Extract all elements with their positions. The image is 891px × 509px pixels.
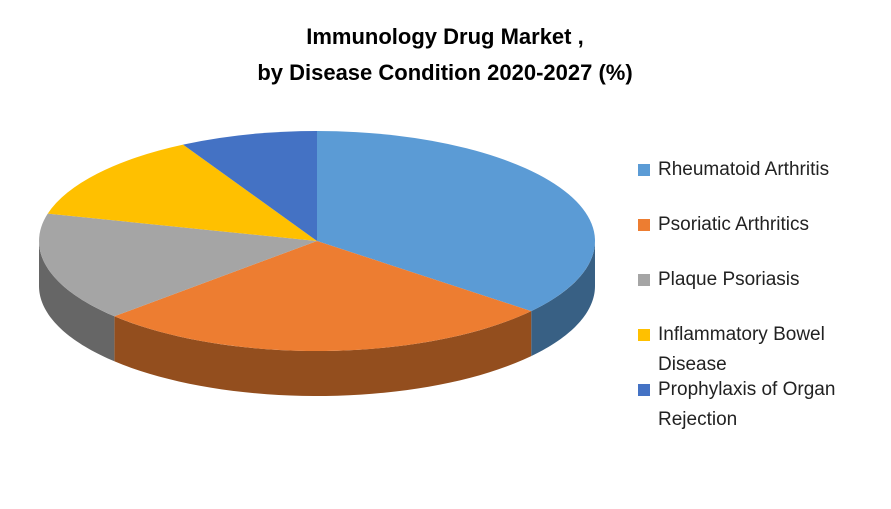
legend-label: Prophylaxis of Organ Rejection (658, 379, 836, 430)
pie-slice (183, 131, 317, 241)
legend-swatch (638, 219, 650, 231)
legend-swatch (638, 384, 650, 396)
legend-label: Plaque Psoriasis (658, 269, 800, 290)
chart-title: by Disease Condition 2020-2027 (%) (257, 60, 632, 85)
legend-label: Rheumatoid Arthritis (658, 159, 830, 180)
pie-slice (114, 241, 532, 351)
pie-slice (47, 144, 317, 241)
legend-swatch (638, 164, 650, 176)
pie-side (531, 241, 595, 357)
legend-swatch (638, 329, 650, 341)
chart-title: Immunology Drug Market , (306, 24, 583, 49)
pie-side (114, 311, 532, 396)
legend-swatch (638, 274, 650, 286)
pie-slice (39, 213, 318, 317)
pie-slice (317, 131, 595, 312)
legend-label: Psoriatic Arthritics (658, 214, 809, 235)
pie-side (39, 241, 115, 362)
legend-label: Inflammatory Bowel Disease (658, 324, 825, 375)
